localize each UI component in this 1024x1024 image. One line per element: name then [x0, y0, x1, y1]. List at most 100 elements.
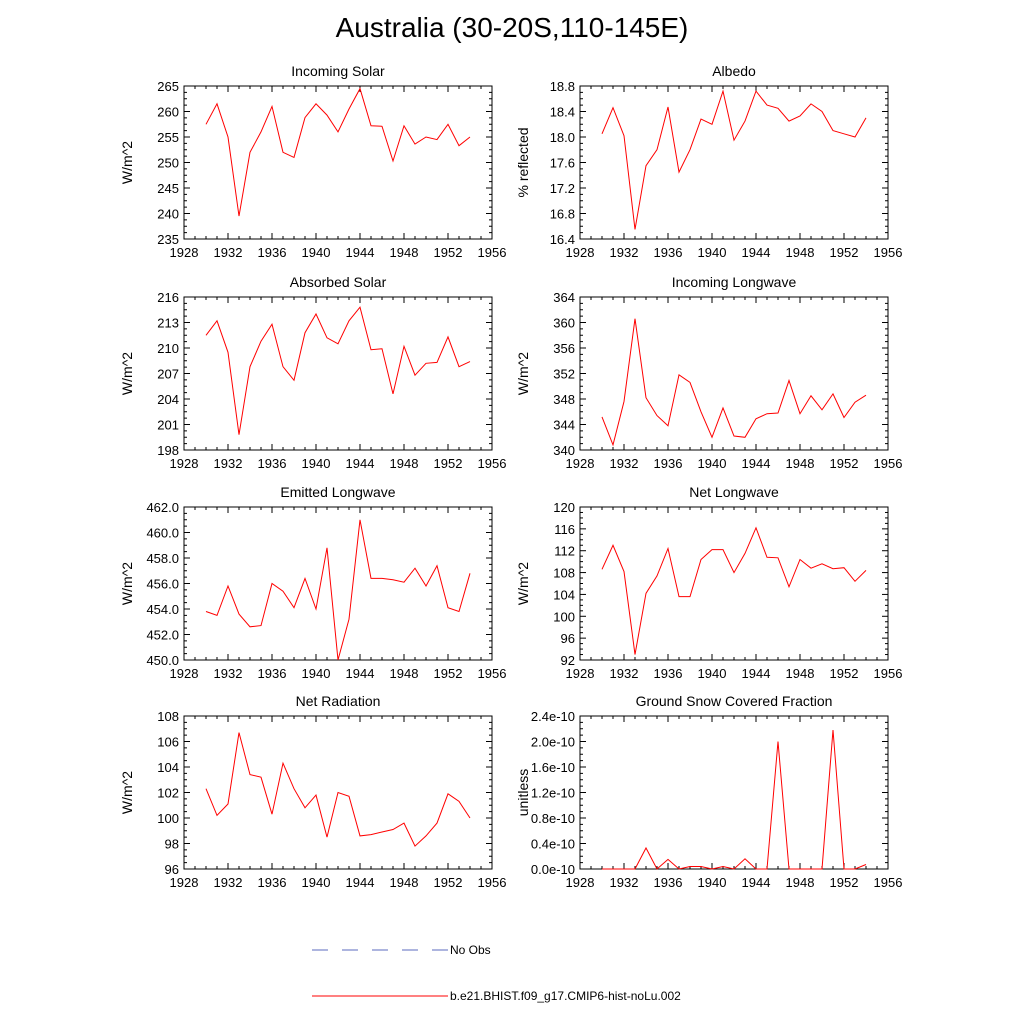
panel-1-ytick-label: 260	[157, 105, 179, 120]
legend-label-model-run: b.e21.BHIST.f09_g17.CMIP6-hist-noLu.002	[450, 989, 681, 1003]
panel-4-xtick-label: 1944	[742, 456, 771, 471]
panel-2-frame	[579, 85, 889, 240]
panel-2-xtick-label: 1940	[698, 245, 727, 260]
panel-5-ytick-label: 462.0	[146, 500, 179, 515]
panel-1-ytick-label: 245	[157, 181, 179, 196]
panel-2-ytick-label: 17.6	[550, 156, 575, 171]
panel-2-xtick-label: 1956	[874, 245, 903, 260]
panel-4-ylabel: W/m^2	[515, 352, 531, 395]
panel-5-ytick-label: 454.0	[146, 602, 179, 617]
panel-7-ytick-label: 106	[157, 735, 179, 750]
panel-7-xtick-label: 1928	[170, 875, 199, 890]
panel-6-ytick-label: 92	[561, 653, 575, 668]
panel-6-xtick-label: 1940	[698, 666, 727, 681]
figure-title: Australia (30-20S,110-145E)	[335, 12, 689, 43]
panel-5-title: Emitted Longwave	[280, 484, 395, 500]
panel-1-xtick-label: 1928	[170, 245, 199, 260]
panel-3-frame	[183, 296, 493, 451]
panel-5-xtick-label: 1928	[170, 666, 199, 681]
panel-5-ytick-label: 458.0	[146, 551, 179, 566]
panel-6-xtick-label: 1928	[566, 666, 595, 681]
panel-3-xtick-label: 1940	[302, 456, 331, 471]
panel-8-xtick-label: 1948	[786, 875, 815, 890]
panel-1-xtick-label: 1948	[390, 245, 419, 260]
panel-6-ytick-label: 120	[553, 500, 575, 515]
panel-5-frame	[183, 506, 493, 661]
panel-7-ylabel: W/m^2	[119, 771, 135, 814]
panel-4-ytick-label: 344	[553, 418, 575, 433]
panel-1-xtick-label: 1936	[258, 245, 287, 260]
panel-8-ytick-label: 2.4e-10	[531, 709, 575, 724]
panel-8-xtick-label: 1952	[830, 875, 859, 890]
panel-8-xtick-label: 1928	[566, 875, 595, 890]
panel-8-ytick-label: 0.8e-10	[531, 811, 575, 826]
panel-1-xtick-label: 1932	[214, 245, 243, 260]
panel-8-ylabel: unitless	[515, 769, 531, 816]
panel-8-series-line	[602, 729, 867, 870]
legend-swatch-model-run	[312, 995, 448, 997]
panel-5-ytick-label: 450.0	[146, 653, 179, 668]
panel-1-ytick-label: 265	[157, 79, 179, 94]
panel-4-xtick-label: 1956	[874, 456, 903, 471]
panel-3-ytick-label: 198	[157, 443, 179, 458]
panel-3-ytick-label: 213	[157, 316, 179, 331]
panel-8-xtick-label: 1936	[654, 875, 683, 890]
panel-1-xtick-label: 1944	[346, 245, 375, 260]
panel-4-xtick-label: 1948	[786, 456, 815, 471]
panel-8-xtick-label: 1940	[698, 875, 727, 890]
panel-5-xtick-label: 1936	[258, 666, 287, 681]
panel-3-xtick-label: 1936	[258, 456, 287, 471]
panel-2-series-line	[601, 89, 867, 230]
panel-1-ytick-label: 235	[157, 232, 179, 247]
panel-2-xtick-label: 1936	[654, 245, 683, 260]
panel-5-ylabel: W/m^2	[119, 562, 135, 605]
panel-1-xtick-label: 1956	[478, 245, 507, 260]
panel-8-ytick-label: 0.0e-10	[531, 862, 575, 877]
panel-7-xtick-label: 1932	[214, 875, 243, 890]
panel-2-ytick-label: 16.4	[550, 232, 575, 247]
panel-8-ytick-label: 1.6e-10	[531, 760, 575, 775]
panel-1-ytick-label: 255	[157, 130, 179, 145]
panel-2-title: Albedo	[712, 63, 756, 79]
panel-3-ylabel: W/m^2	[119, 352, 135, 395]
panel-4-frame	[579, 296, 889, 451]
panel-8-xtick-label: 1956	[874, 875, 903, 890]
panel-2-ytick-label: 18.4	[550, 105, 575, 120]
panel-4-xtick-label: 1932	[610, 456, 639, 471]
panel-2-xtick-label: 1948	[786, 245, 815, 260]
panel-4-xtick-label: 1952	[830, 456, 859, 471]
panel-7-ytick-label: 104	[157, 760, 179, 775]
panel-7-title: Net Radiation	[296, 693, 381, 709]
panel-8-title: Ground Snow Covered Fraction	[636, 693, 833, 709]
panel-4-title: Incoming Longwave	[672, 274, 797, 290]
panel-6-xtick-label: 1936	[654, 666, 683, 681]
panel-6-ytick-label: 112	[554, 544, 575, 559]
panel-6-xtick-label: 1952	[830, 666, 859, 681]
panel-8-ytick-label: 1.2e-10	[531, 786, 575, 801]
panel-2-xtick-label: 1952	[830, 245, 859, 260]
panel-4-ytick-label: 348	[553, 392, 575, 407]
panel-3-xtick-label: 1944	[346, 456, 375, 471]
panel-3-xtick-label: 1932	[214, 456, 243, 471]
panel-5-xtick-label: 1940	[302, 666, 331, 681]
panel-4-xtick-label: 1940	[698, 456, 727, 471]
panel-5-xtick-label: 1948	[390, 666, 419, 681]
panel-3-xtick-label: 1928	[170, 456, 199, 471]
panel-7-xtick-label: 1936	[258, 875, 287, 890]
panel-5-xtick-label: 1944	[346, 666, 375, 681]
panel-4-ytick-label: 360	[553, 316, 575, 331]
panel-8-ytick-label: 2.0e-10	[531, 735, 575, 750]
panel-5-xtick-label: 1956	[478, 666, 507, 681]
panel-3-series-line	[205, 306, 471, 435]
panel-6-xtick-label: 1956	[874, 666, 903, 681]
panel-5-ytick-label: 456.0	[146, 577, 179, 592]
panel-1-xtick-label: 1952	[434, 245, 463, 260]
legend-item-no-obs: No Obs	[310, 942, 710, 958]
panel-1-ytick-label: 250	[157, 156, 179, 171]
panel-5-series-line	[205, 519, 471, 661]
panel-4-ytick-label: 364	[553, 290, 575, 305]
panel-1-frame	[183, 85, 493, 240]
panel-6-title: Net Longwave	[689, 484, 779, 500]
panel-2-xtick-label: 1944	[742, 245, 771, 260]
panel-7-ytick-label: 98	[165, 837, 179, 852]
